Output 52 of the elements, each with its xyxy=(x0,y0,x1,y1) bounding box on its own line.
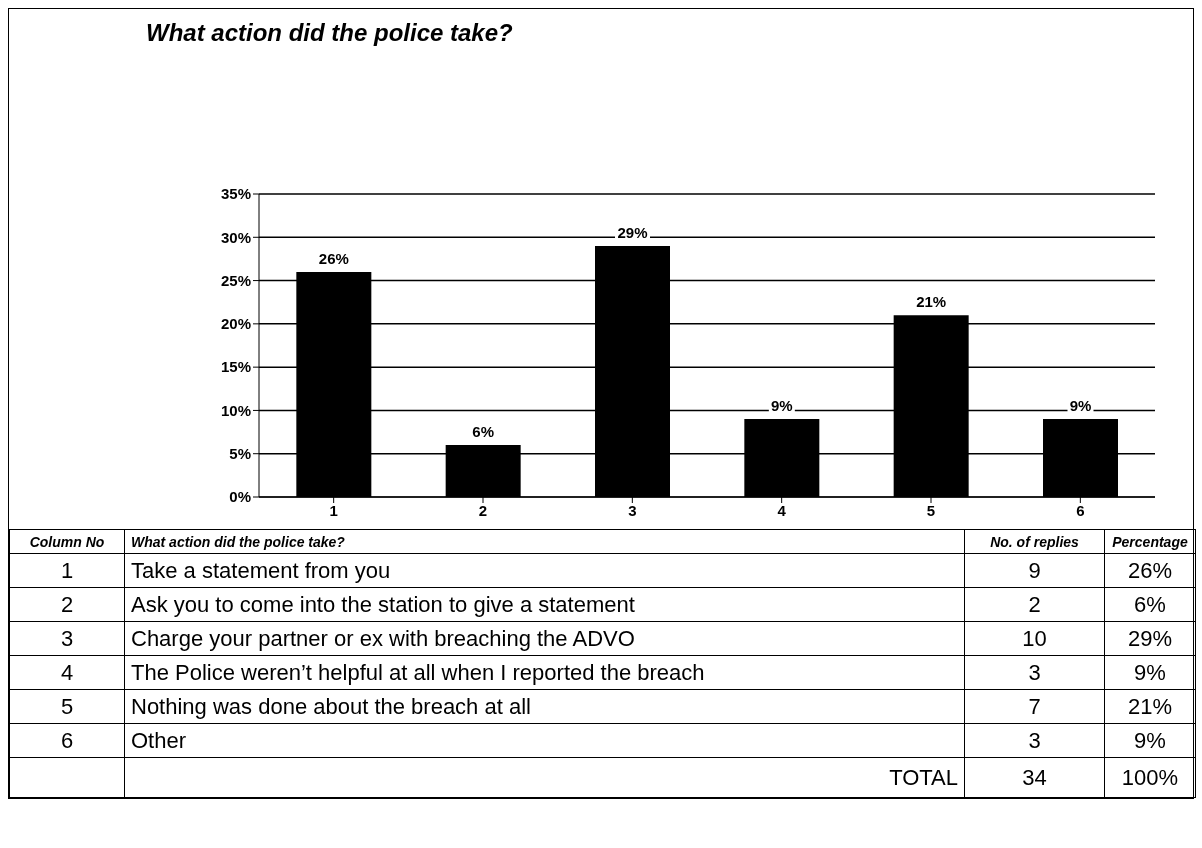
data-label: 9% xyxy=(770,397,793,415)
text: 2 xyxy=(60,591,74,617)
y-tick-label: 20% xyxy=(220,315,251,333)
text: 6% xyxy=(1134,591,1166,617)
text: Ask you to come into the station to give a statement xyxy=(124,587,965,622)
text: TOTAL xyxy=(124,757,965,798)
text: Nothing was done about the breach at all xyxy=(124,689,965,724)
data-label: 9% xyxy=(1069,397,1092,415)
chart-title: What action did the police take? xyxy=(146,19,513,47)
text: Charge your partner or ex with breaching the ADVO xyxy=(124,621,965,656)
y-tick-label: 35% xyxy=(220,185,251,203)
text: 9 xyxy=(964,553,1105,588)
y-tick-label: 5% xyxy=(229,445,251,463)
text: 21% xyxy=(1127,693,1173,719)
text: 34 xyxy=(964,757,1105,798)
text: 2 xyxy=(964,587,1105,622)
text: Percentage xyxy=(1104,529,1196,554)
text: No. of replies xyxy=(964,529,1105,554)
text: 7 xyxy=(964,689,1105,724)
x-tick-label: 4 xyxy=(777,501,787,519)
x-tick-label: 3 xyxy=(628,501,637,519)
text: 3 xyxy=(964,655,1105,690)
data-label: 6% xyxy=(472,423,495,441)
text: Other xyxy=(124,723,965,758)
text: What action did the police take? xyxy=(124,529,965,554)
text: 10 xyxy=(964,621,1105,656)
data-label: 21% xyxy=(916,293,947,311)
data-label: 29% xyxy=(617,223,648,241)
category-label: 3 xyxy=(1028,727,1041,753)
y-tick-label: 10% xyxy=(220,401,251,419)
y-tick-label: 30% xyxy=(220,228,251,246)
text: Take a statement from you xyxy=(124,553,965,588)
y-tick-label: 25% xyxy=(220,271,251,289)
text: 9% xyxy=(1134,659,1166,685)
text: 9% xyxy=(1134,727,1166,753)
text: 3 xyxy=(9,621,125,656)
x-tick-label: 1 xyxy=(329,501,338,519)
category-label: 1 xyxy=(60,557,74,583)
category-label: 5 xyxy=(60,693,74,719)
category-label: 4 xyxy=(60,659,74,685)
x-tick-label: 2 xyxy=(478,501,488,519)
text: Column No xyxy=(9,529,125,554)
category-label: 6 xyxy=(60,727,74,753)
y-tick-label: 15% xyxy=(220,358,251,376)
text: 26% xyxy=(1127,557,1173,583)
data-label: 26% xyxy=(318,249,349,267)
x-tick-label: 5 xyxy=(926,501,936,519)
y-tick-label: 0% xyxy=(229,488,251,506)
x-tick-label: 6 xyxy=(1076,501,1085,519)
text: The Police weren’t helpful at all when I reported the breach xyxy=(124,655,965,690)
text: 29% xyxy=(1127,625,1173,651)
text: 100% xyxy=(1104,757,1196,798)
